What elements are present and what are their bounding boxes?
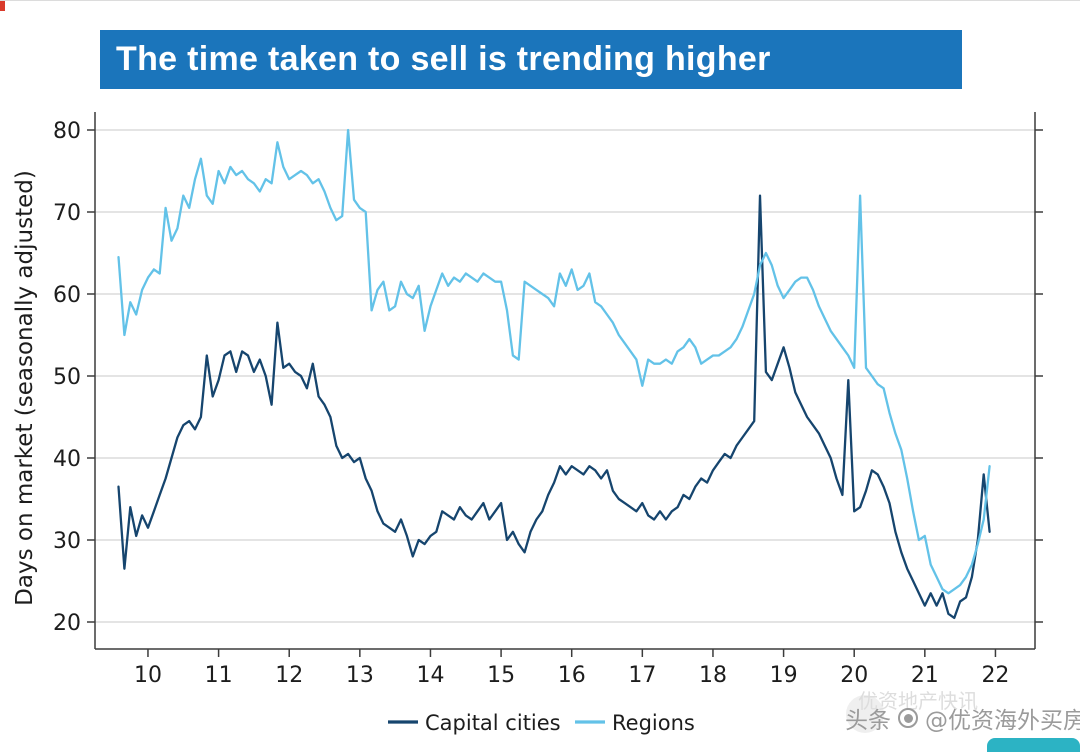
gridlines [95,129,1035,623]
x-tick-label: 10 [134,663,162,688]
x-tick-label: 18 [699,663,727,688]
legend-label: Regions [612,711,695,735]
y-tick-labels: 20 30 40 50 60 70 80 [53,119,81,636]
x-tick-label: 14 [416,663,444,688]
legend-label: Capital cities [425,711,561,735]
y-axis-title: Days on market (seasonally adjusted) [12,170,38,606]
x-tick-label: 19 [770,663,798,688]
x-tick-labels: 10 11 12 13 14 15 16 17 18 19 20 21 22 [134,663,1009,688]
y-tick-label: 50 [53,365,81,390]
toutiao-logo-icon [898,708,918,728]
x-tick-label: 17 [628,663,656,688]
series-line-regions [117,128,991,595]
watermark-handle: @优资海外买房 [925,708,1080,734]
chart-title-bar: The time taken to sell is trending highe… [100,30,962,89]
y-tick-label: 70 [53,201,81,226]
toutiao-logo-dot [903,713,913,723]
y-tick-label: 60 [53,283,81,308]
watermark-faint-logo [846,695,884,733]
watermark: 头条 @优资海外买房 [845,701,1080,735]
y-tick-label: 20 [53,611,81,636]
screenshot-artifact-red-mark [0,1,5,11]
y-tick-label: 30 [53,529,81,554]
page-title: The time taken to sell is trending highe… [116,40,771,78]
chart-area: 20 30 40 50 60 70 80 10 11 12 13 14 15 16 17 18 19 20 21 2… [0,96,1080,752]
x-tick-label: 11 [205,663,233,688]
x-tick-label: 15 [487,663,515,688]
chart-svg: 20 30 40 50 60 70 80 10 11 12 13 14 15 16 17 18 19 20 21 2… [12,112,1043,735]
watermark-teal-shape [987,738,1080,752]
watermark-prefix: 头条 [845,708,891,734]
x-tick-label: 12 [275,663,303,688]
y-tick-label: 80 [53,119,81,144]
x-tick-label: 21 [911,663,939,688]
x-tick-label: 13 [346,663,374,688]
x-tick-label: 22 [981,663,1009,688]
y-tick-label: 40 [53,447,81,472]
watermark-faint-text: 优资地产快讯 [858,689,978,713]
legend: Capital cities Regions [388,711,695,735]
x-tick-label: 16 [558,663,586,688]
x-tick-label: 20 [840,663,868,688]
axes [87,112,1043,657]
series-lines [117,128,991,620]
series-line-capital-cities [117,194,991,620]
